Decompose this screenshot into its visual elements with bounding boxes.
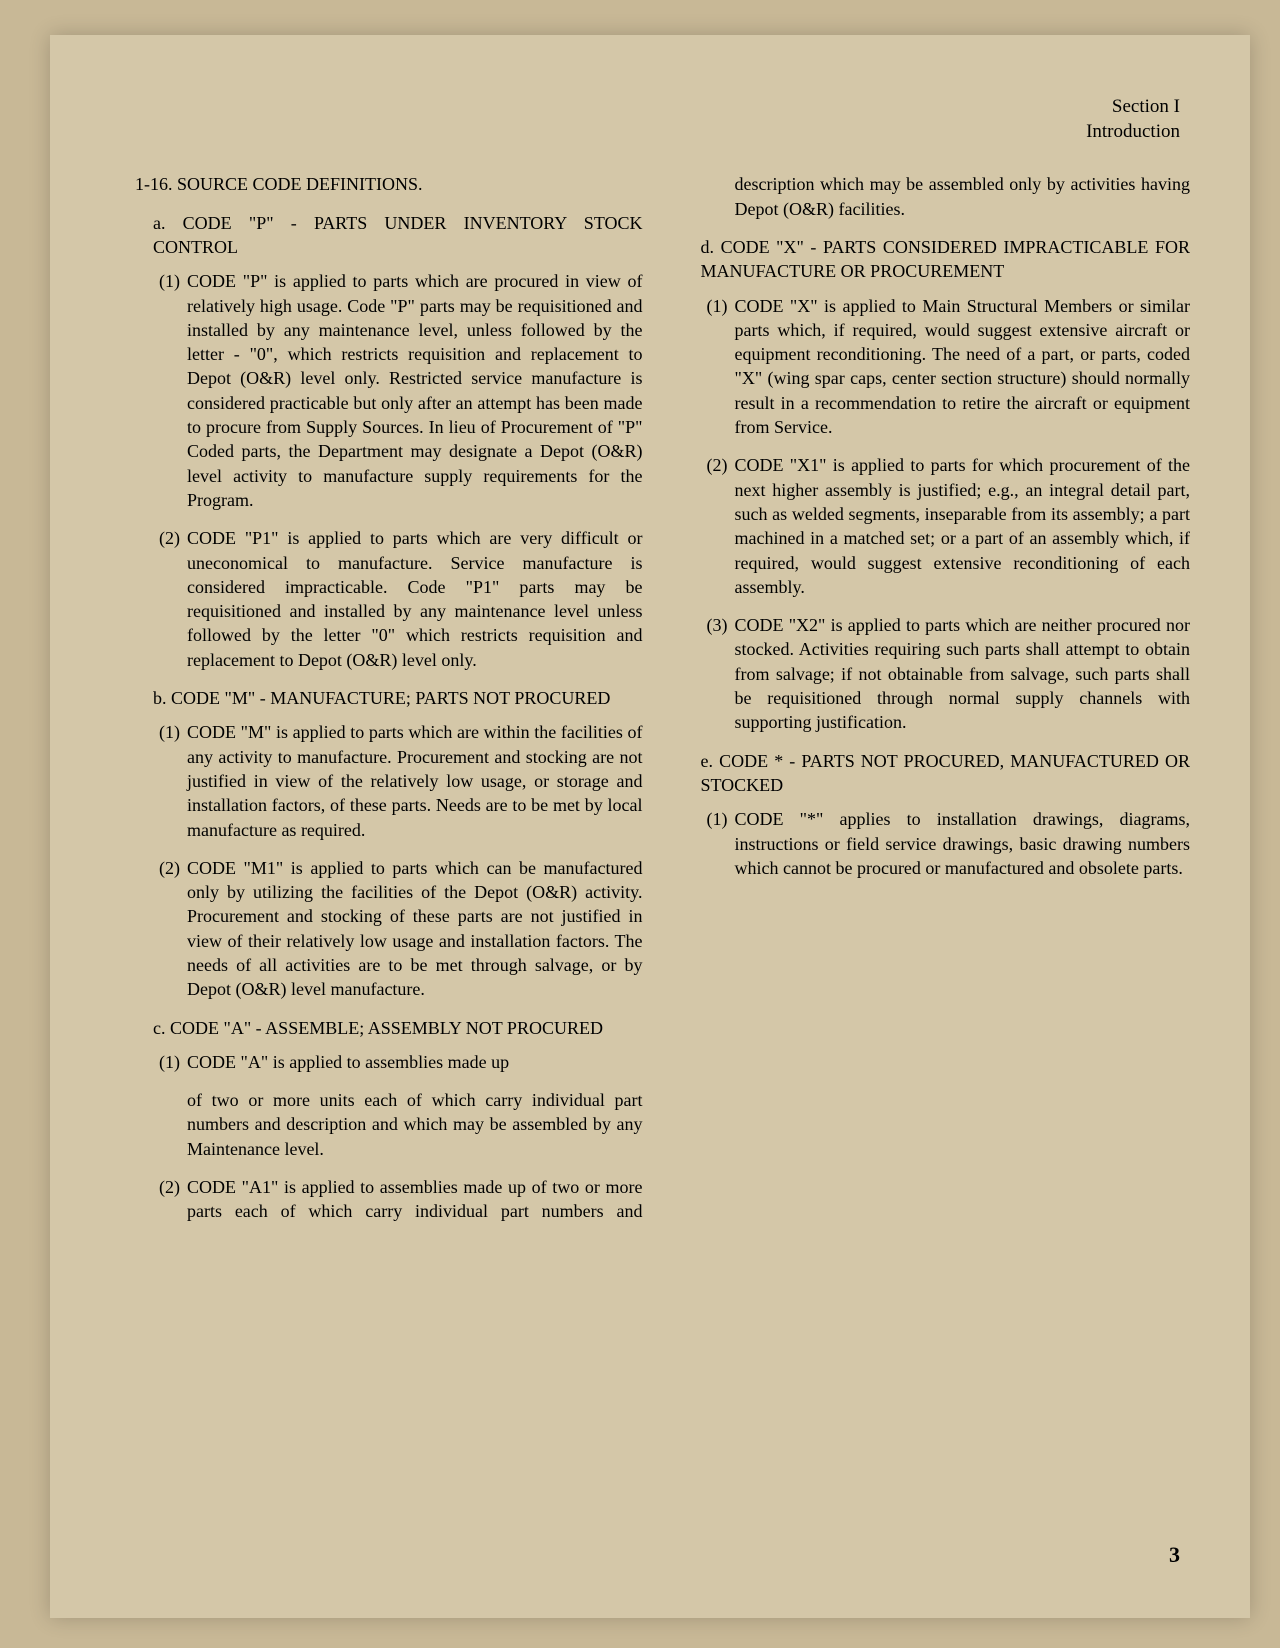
code-a-item-1-continued: of two or more units each of which carry…: [135, 1088, 643, 1161]
main-title: 1-16. SOURCE CODE DEFINITIONS.: [135, 172, 643, 196]
code-star-heading: e. CODE * - PARTS NOT PROCURED, MANUFACT…: [683, 749, 1191, 798]
code-star-item-1: (1)CODE "*" applies to installation draw…: [683, 807, 1191, 880]
document-body: 1-16. SOURCE CODE DEFINITIONS. a. CODE "…: [135, 172, 1190, 1252]
code-m-item-2: (2)CODE "M1" is applied to parts which c…: [135, 856, 643, 1002]
page-header: Section I Introduction: [135, 95, 1190, 144]
code-x-heading: d. CODE "X" - PARTS CONSIDERED IMPRACTIC…: [683, 235, 1191, 284]
code-a-heading: c. CODE "A" - ASSEMBLE; ASSEMBLY NOT PRO…: [135, 1016, 643, 1040]
code-p-item-2: (2)CODE "P1" is applied to parts which a…: [135, 526, 643, 672]
section-subtitle: Introduction: [135, 120, 1180, 145]
code-a-item-1: (1)CODE "A" is applied to assemblies mad…: [135, 1050, 643, 1074]
code-m-item-1: (1)CODE "M" is applied to parts which ar…: [135, 720, 643, 841]
code-x-item-3: (3)CODE "X2" is applied to parts which a…: [683, 613, 1191, 734]
code-x-item-2: (2)CODE "X1" is applied to parts for whi…: [683, 453, 1191, 599]
code-x-item-1: (1)CODE "X" is applied to Main Structura…: [683, 294, 1191, 440]
document-page: Section I Introduction 1-16. SOURCE CODE…: [50, 35, 1250, 1618]
section-label: Section I: [135, 95, 1180, 120]
page-number: 3: [1169, 1542, 1180, 1568]
code-p-heading: a. CODE "P" - PARTS UNDER INVENTORY STOC…: [135, 211, 643, 260]
code-m-heading: b. CODE "M" - MANUFACTURE; PARTS NOT PRO…: [135, 686, 643, 710]
code-p-item-1: (1)CODE "P" is applied to parts which ar…: [135, 269, 643, 512]
